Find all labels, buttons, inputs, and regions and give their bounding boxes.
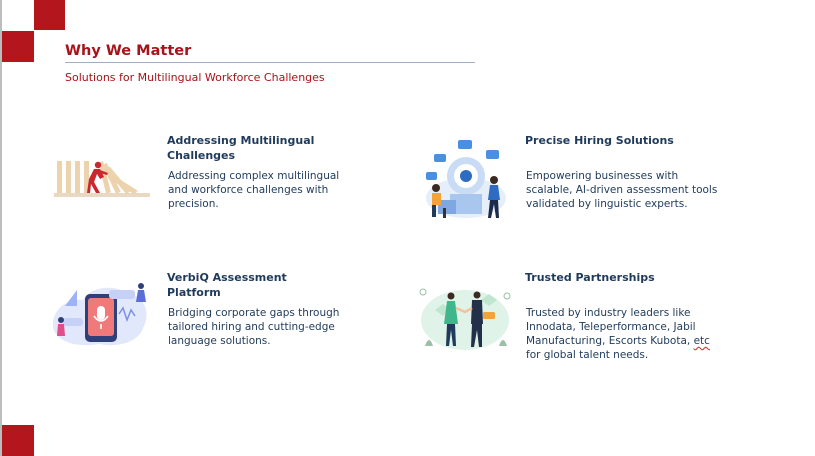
domino-push-illustration bbox=[54, 161, 150, 197]
card-text-line: Addressing complex multilingual bbox=[168, 170, 340, 182]
decorative-square-top bbox=[34, 0, 65, 30]
card-title-line: Addressing Multilingual bbox=[167, 134, 315, 147]
card-text-line: Empowering businesses with bbox=[526, 170, 679, 182]
card-title-line: Trusted Partnerships bbox=[525, 271, 655, 284]
card-text-partnerships: Trusted by industry leaders like Innodat… bbox=[526, 306, 710, 362]
card-title-partnerships: Trusted Partnerships bbox=[525, 270, 655, 285]
card-text-fragment: Manufacturing, Escorts Kubota, bbox=[526, 335, 694, 347]
card-title-line: Platform bbox=[167, 286, 221, 299]
decorative-square-left bbox=[2, 31, 34, 62]
card-title-line: Challenges bbox=[167, 149, 236, 162]
card-title-hiring: Precise Hiring Solutions bbox=[525, 133, 674, 148]
card-text-line: validated by linguistic experts. bbox=[526, 198, 688, 210]
card-title-line: VerbiQ Assessment bbox=[167, 271, 287, 284]
card-text-hiring: Empowering businesses with scalable, AI-… bbox=[526, 169, 717, 211]
decorative-square-bottom bbox=[2, 425, 34, 456]
card-title-verbiq: VerbiQ Assessment Platform bbox=[167, 270, 287, 300]
card-text-verbiq: Bridging corporate gaps through tailored… bbox=[168, 306, 339, 348]
card-text-line: language solutions. bbox=[168, 335, 271, 347]
card-title-line: Precise Hiring Solutions bbox=[525, 134, 674, 147]
card-text-line: Innodata, Teleperformance, Jabil bbox=[526, 321, 696, 333]
page-title: Why We Matter bbox=[65, 43, 192, 59]
hiring-assessment-illustration bbox=[426, 140, 506, 218]
page-subtitle: Solutions for Multilingual Workforce Cha… bbox=[65, 71, 325, 84]
card-title-multilingual: Addressing Multilingual Challenges bbox=[167, 133, 314, 163]
slide-left-border bbox=[0, 0, 2, 456]
title-underline bbox=[65, 62, 475, 63]
card-text-line: for global talent needs. bbox=[526, 349, 649, 361]
card-text-line: Manufacturing, Escorts Kubota, etc bbox=[526, 334, 710, 348]
card-text-line: Trusted by industry leaders like bbox=[526, 307, 691, 319]
voice-platform-illustration bbox=[52, 283, 147, 346]
card-text-line: Bridging corporate gaps through bbox=[168, 307, 340, 319]
card-text-line: scalable, AI-driven assessment tools bbox=[526, 184, 718, 196]
card-text-line: tailored hiring and cutting-edge bbox=[168, 321, 335, 333]
card-text-line: and workforce challenges with bbox=[168, 184, 329, 196]
card-text-line: precision. bbox=[168, 198, 219, 210]
handshake-partnership-illustration bbox=[419, 288, 511, 350]
card-text-etc: etc bbox=[693, 335, 710, 347]
card-text-multilingual: Addressing complex multilingual and work… bbox=[168, 169, 339, 211]
